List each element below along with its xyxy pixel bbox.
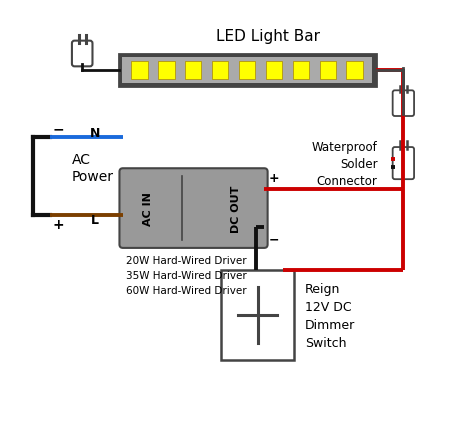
Text: N: N xyxy=(89,126,100,139)
Bar xyxy=(122,58,371,83)
Text: −: − xyxy=(268,233,278,246)
Text: DC OUT: DC OUT xyxy=(230,185,240,232)
Text: L: L xyxy=(91,214,99,227)
Text: Waterproof
Solder
Connector: Waterproof Solder Connector xyxy=(311,140,377,187)
Bar xyxy=(265,62,281,80)
Text: +: + xyxy=(52,217,64,231)
Bar xyxy=(119,55,375,87)
Bar xyxy=(346,62,362,80)
Text: +: + xyxy=(268,171,278,184)
Bar xyxy=(221,270,294,360)
Bar xyxy=(212,62,228,80)
FancyBboxPatch shape xyxy=(392,148,413,180)
FancyBboxPatch shape xyxy=(72,42,92,67)
Bar xyxy=(158,62,174,80)
FancyBboxPatch shape xyxy=(392,91,413,117)
Text: AC
Power: AC Power xyxy=(71,152,113,184)
Bar xyxy=(292,62,308,80)
Text: 20W Hard-Wired Driver
35W Hard-Wired Driver
60W Hard-Wired Driver: 20W Hard-Wired Driver 35W Hard-Wired Dri… xyxy=(126,255,246,295)
Text: Reign
12V DC
Dimmer
Switch: Reign 12V DC Dimmer Switch xyxy=(304,282,354,349)
Bar xyxy=(319,62,335,80)
Text: LED Light Bar: LED Light Bar xyxy=(216,29,320,44)
Bar xyxy=(238,62,255,80)
Bar xyxy=(131,62,148,80)
FancyBboxPatch shape xyxy=(119,169,267,248)
Text: AC IN: AC IN xyxy=(143,192,153,225)
Bar xyxy=(185,62,201,80)
Text: −: − xyxy=(52,122,64,136)
